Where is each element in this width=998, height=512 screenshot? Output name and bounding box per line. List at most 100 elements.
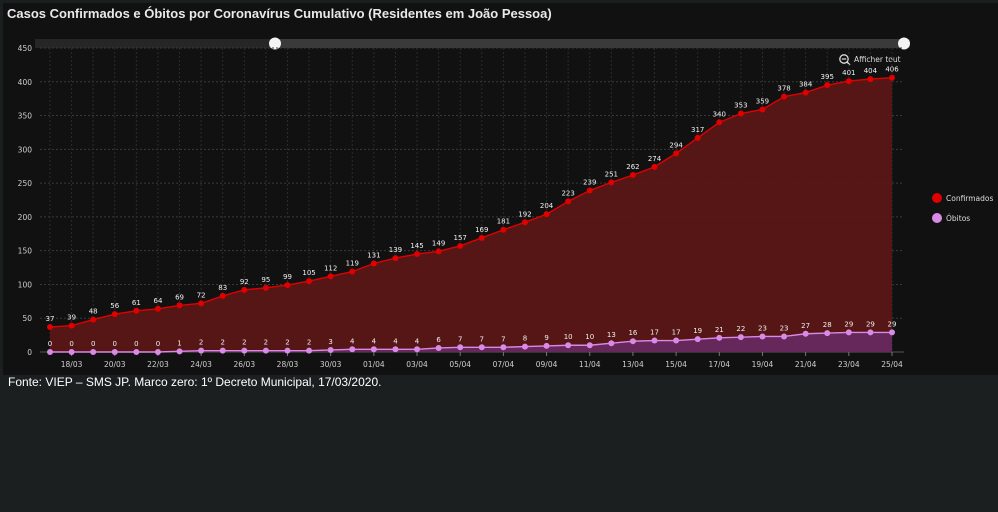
point-obitos[interactable] bbox=[478, 344, 485, 351]
point-confirmados[interactable] bbox=[500, 226, 507, 233]
data-label-confirmados: 119 bbox=[346, 260, 359, 268]
point-confirmados[interactable] bbox=[673, 150, 680, 157]
point-obitos[interactable] bbox=[435, 344, 442, 351]
range-slider-left-handle[interactable] bbox=[269, 37, 281, 50]
data-label-confirmados: 169 bbox=[475, 226, 488, 234]
point-confirmados[interactable] bbox=[392, 255, 399, 262]
point-confirmados[interactable] bbox=[845, 78, 852, 85]
point-obitos[interactable] bbox=[500, 344, 507, 351]
point-obitos[interactable] bbox=[90, 349, 97, 355]
point-obitos[interactable] bbox=[651, 337, 658, 344]
point-confirmados[interactable] bbox=[68, 322, 75, 329]
point-obitos[interactable] bbox=[867, 329, 874, 336]
point-confirmados[interactable] bbox=[759, 106, 766, 113]
point-confirmados[interactable] bbox=[262, 284, 269, 291]
point-obitos[interactable] bbox=[198, 347, 205, 354]
point-obitos[interactable] bbox=[889, 329, 895, 336]
point-obitos[interactable] bbox=[414, 346, 421, 353]
point-obitos[interactable] bbox=[608, 340, 615, 347]
point-confirmados[interactable] bbox=[608, 179, 615, 186]
point-obitos[interactable] bbox=[306, 347, 313, 354]
point-obitos[interactable] bbox=[68, 349, 75, 355]
point-obitos[interactable] bbox=[759, 333, 766, 340]
point-confirmados[interactable] bbox=[154, 305, 161, 312]
point-confirmados[interactable] bbox=[586, 187, 593, 194]
point-obitos[interactable] bbox=[111, 349, 118, 355]
point-obitos[interactable] bbox=[543, 342, 550, 349]
point-obitos[interactable] bbox=[133, 349, 140, 355]
point-confirmados[interactable] bbox=[629, 172, 636, 179]
data-label-confirmados: 406 bbox=[885, 66, 899, 74]
point-confirmados[interactable] bbox=[543, 211, 550, 218]
point-confirmados[interactable] bbox=[306, 278, 313, 285]
point-obitos[interactable] bbox=[284, 347, 291, 354]
point-confirmados[interactable] bbox=[781, 93, 788, 100]
point-obitos[interactable] bbox=[349, 346, 356, 353]
point-confirmados[interactable] bbox=[824, 82, 831, 89]
data-label-confirmados: 395 bbox=[821, 73, 834, 81]
point-obitos[interactable] bbox=[327, 346, 334, 353]
point-obitos[interactable] bbox=[629, 338, 636, 345]
point-confirmados[interactable] bbox=[241, 286, 248, 293]
point-obitos[interactable] bbox=[565, 342, 572, 349]
point-confirmados[interactable] bbox=[111, 311, 118, 318]
point-confirmados[interactable] bbox=[198, 300, 205, 307]
point-obitos[interactable] bbox=[802, 330, 809, 337]
point-confirmados[interactable] bbox=[889, 74, 895, 81]
point-obitos[interactable] bbox=[737, 334, 744, 341]
legend-item-confirmados[interactable]: Confirmados bbox=[932, 193, 994, 203]
data-label-confirmados: 404 bbox=[864, 67, 878, 75]
reset-zoom-button[interactable]: Afficher tout bbox=[839, 54, 901, 66]
point-obitos[interactable] bbox=[241, 347, 248, 354]
point-obitos[interactable] bbox=[47, 349, 53, 355]
point-obitos[interactable] bbox=[457, 344, 464, 351]
point-confirmados[interactable] bbox=[176, 302, 183, 309]
point-obitos[interactable] bbox=[219, 347, 226, 354]
point-confirmados[interactable] bbox=[284, 282, 291, 289]
point-confirmados[interactable] bbox=[521, 219, 528, 226]
point-confirmados[interactable] bbox=[716, 119, 723, 126]
range-slider-selection[interactable] bbox=[275, 39, 904, 48]
point-obitos[interactable] bbox=[716, 334, 723, 341]
point-obitos[interactable] bbox=[845, 329, 852, 336]
point-confirmados[interactable] bbox=[370, 260, 377, 267]
point-obitos[interactable] bbox=[521, 343, 528, 350]
point-obitos[interactable] bbox=[824, 330, 831, 337]
chart-svg: Afficher tout 05010015020025030035040045… bbox=[18, 37, 994, 369]
point-obitos[interactable] bbox=[370, 346, 377, 353]
point-confirmados[interactable] bbox=[802, 89, 809, 96]
data-label-confirmados: 340 bbox=[713, 110, 726, 118]
point-confirmados[interactable] bbox=[349, 268, 356, 275]
point-confirmados[interactable] bbox=[327, 273, 334, 280]
point-confirmados[interactable] bbox=[90, 316, 97, 323]
point-obitos[interactable] bbox=[673, 337, 680, 344]
point-confirmados[interactable] bbox=[219, 292, 226, 299]
point-confirmados[interactable] bbox=[867, 76, 874, 83]
point-obitos[interactable] bbox=[154, 349, 161, 355]
point-obitos[interactable] bbox=[392, 346, 399, 353]
reset-zoom-label[interactable]: Afficher tout bbox=[854, 55, 901, 64]
y-tick-label: 450 bbox=[18, 44, 33, 53]
point-confirmados[interactable] bbox=[478, 234, 485, 241]
point-obitos[interactable] bbox=[586, 342, 593, 349]
legend-item-obitos[interactable]: Óbitos bbox=[932, 213, 970, 223]
data-label-obitos: 3 bbox=[328, 338, 332, 346]
point-obitos[interactable] bbox=[694, 336, 701, 343]
point-confirmados[interactable] bbox=[565, 198, 572, 205]
point-confirmados[interactable] bbox=[133, 307, 140, 314]
point-confirmados[interactable] bbox=[737, 110, 744, 117]
data-label-obitos: 0 bbox=[48, 340, 52, 348]
point-confirmados[interactable] bbox=[651, 163, 658, 170]
point-confirmados[interactable] bbox=[694, 134, 701, 141]
point-obitos[interactable] bbox=[176, 348, 183, 355]
data-label-confirmados: 83 bbox=[218, 284, 227, 292]
point-confirmados[interactable] bbox=[435, 248, 442, 255]
point-confirmados[interactable] bbox=[457, 242, 464, 249]
x-tick-label: 15/04 bbox=[665, 360, 687, 369]
range-slider[interactable] bbox=[35, 37, 910, 50]
point-confirmados[interactable] bbox=[414, 251, 421, 258]
point-obitos[interactable] bbox=[781, 333, 788, 340]
point-confirmados[interactable] bbox=[47, 324, 53, 331]
range-slider-right-handle[interactable] bbox=[898, 37, 910, 50]
point-obitos[interactable] bbox=[262, 347, 269, 354]
